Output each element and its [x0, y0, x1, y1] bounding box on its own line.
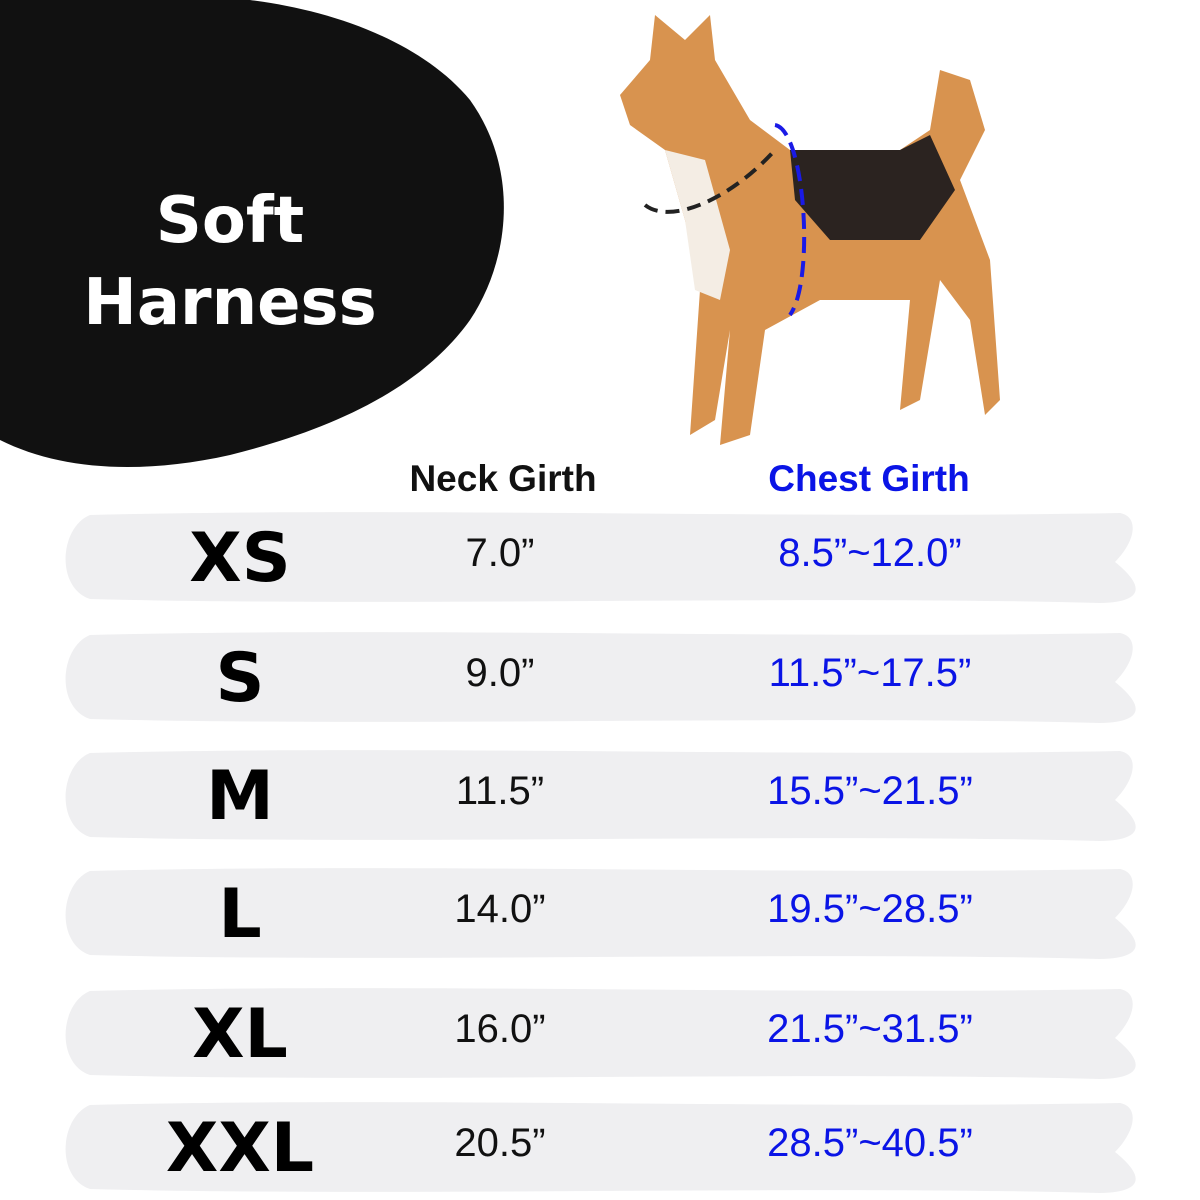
size-label: S: [215, 639, 265, 718]
title-line-1: Soft: [155, 184, 305, 258]
size-row: XL 16.0” 21.5”~31.5”: [0, 983, 1200, 1083]
row-band: [65, 1102, 1136, 1193]
black-blob-background: [0, 0, 504, 467]
chest-girth-value: 11.5”~17.5”: [768, 651, 972, 695]
size-label: XS: [189, 519, 291, 598]
chest-girth-header: Chest Girth: [768, 458, 970, 499]
product-title: Soft Harness: [40, 180, 420, 344]
neck-girth-value: 9.0”: [465, 651, 535, 695]
chest-girth-value: 19.5”~28.5”: [767, 887, 973, 931]
row-band: [65, 988, 1136, 1079]
row-band: [65, 868, 1136, 959]
dog-illustration: [620, 15, 1000, 445]
neck-girth-value: 16.0”: [454, 1007, 546, 1051]
size-label: XXL: [165, 1109, 315, 1188]
size-row: L 14.0” 19.5”~28.5”: [0, 863, 1200, 963]
neck-girth-header: Neck Girth: [409, 458, 597, 499]
row-band: [65, 632, 1136, 723]
chest-girth-value: 15.5”~21.5”: [767, 769, 973, 813]
chest-girth-value: 28.5”~40.5”: [767, 1121, 973, 1165]
size-row: XXL 20.5” 28.5”~40.5”: [0, 1097, 1200, 1197]
row-band: [65, 750, 1136, 841]
neck-girth-value: 11.5”: [455, 769, 545, 813]
size-label: L: [218, 875, 262, 954]
size-label: XL: [192, 995, 288, 1074]
size-row: M 11.5” 15.5”~21.5”: [0, 745, 1200, 845]
title-line-2: Harness: [83, 266, 377, 340]
neck-girth-value: 20.5”: [454, 1121, 546, 1165]
row-band: [65, 512, 1136, 603]
chest-girth-value: 8.5”~12.0”: [778, 531, 962, 575]
chest-measure-line: [774, 123, 807, 317]
size-row: S 9.0” 11.5”~17.5”: [0, 627, 1200, 727]
neck-measure-line: [643, 148, 777, 214]
neck-girth-value: 7.0”: [465, 531, 535, 575]
size-row: XS 7.0” 8.5”~12.0”: [0, 507, 1200, 607]
neck-girth-value: 14.0”: [454, 887, 546, 931]
chest-girth-value: 21.5”~31.5”: [767, 1007, 973, 1051]
size-label: M: [206, 757, 274, 836]
